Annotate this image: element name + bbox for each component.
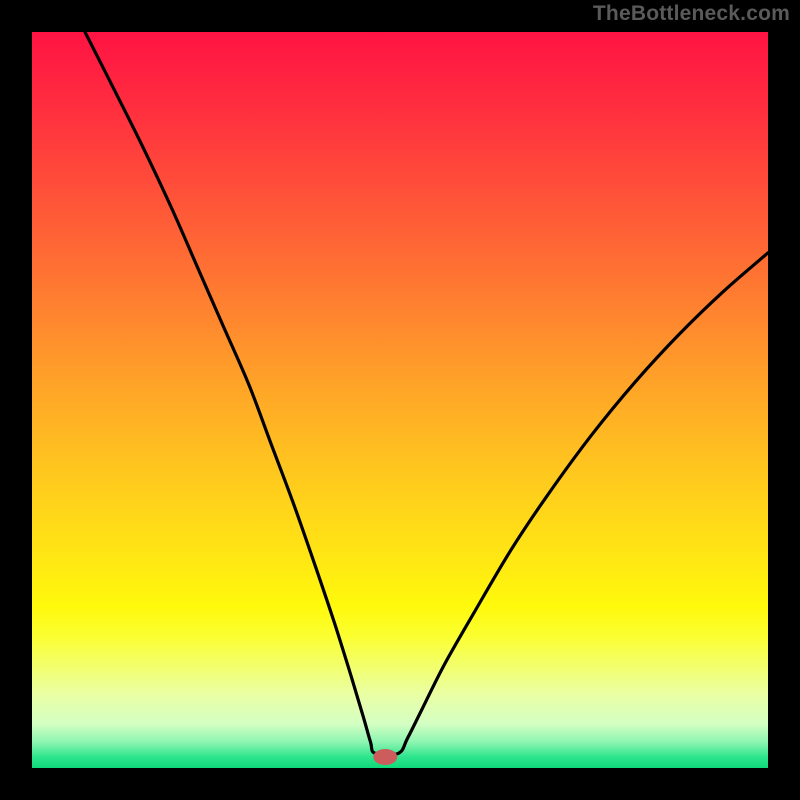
gradient-background (32, 32, 768, 768)
watermark-text: TheBottleneck.com (593, 2, 790, 26)
chart-svg (0, 0, 800, 800)
marker-dot (373, 749, 397, 765)
